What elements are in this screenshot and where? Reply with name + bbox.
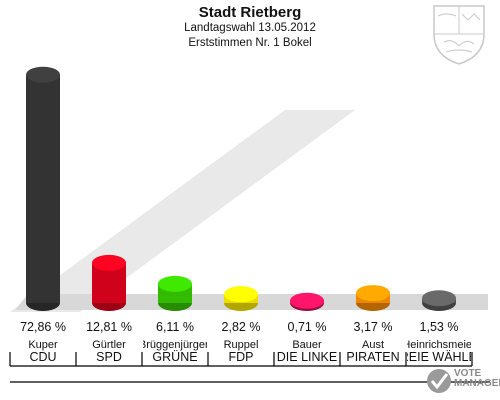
- bar-body: [26, 74, 60, 304]
- chart-subtitle-2: Erststimmen Nr. 1 Bokel: [188, 37, 312, 49]
- candidate-label: Kuper: [28, 339, 58, 351]
- bar-top: [290, 292, 324, 309]
- vote-manager-logo: VOTE MANAGER: [454, 369, 500, 389]
- bar-cdu: [26, 66, 60, 311]
- party-label: PIRATEN: [346, 350, 399, 364]
- party-label: DIE LINKE: [277, 350, 337, 364]
- bar-freie-w-hler: [422, 290, 456, 311]
- value-label: 6,11 %: [156, 320, 194, 334]
- party-label: SPD: [96, 350, 122, 364]
- party-label: CDU: [29, 350, 56, 364]
- bar-top: [92, 254, 126, 271]
- checkmark-ballot-icon: [427, 369, 451, 393]
- bar-fdp: [224, 286, 258, 311]
- chart-title: Stadt Rietberg: [198, 4, 302, 21]
- bar-top: [158, 275, 192, 292]
- bar-top: [224, 286, 258, 303]
- bar-gr-ne: [158, 275, 192, 311]
- bar-top: [26, 66, 60, 83]
- candidate-label: Aust: [362, 339, 384, 351]
- value-label: 3,17 %: [354, 320, 393, 334]
- candidate-label: Ruppel: [224, 339, 259, 351]
- logo-text-line2: MANAGER: [454, 378, 500, 389]
- candidate-label: Heinrichsmeier: [402, 339, 476, 351]
- value-label: 72,86 %: [20, 320, 66, 334]
- candidate-label: Bauer: [292, 339, 322, 351]
- party-label: FREIE WÄHLER: [392, 350, 486, 364]
- value-label: 2,82 %: [222, 320, 261, 334]
- nrw-coat-of-arms-icon: [433, 5, 485, 65]
- chart-subtitle: Landtagswahl 13.05.2012: [184, 22, 316, 34]
- candidate-label: Gürtler: [92, 339, 126, 351]
- party-label: FDP: [229, 350, 254, 364]
- value-label: 1,53 %: [420, 320, 459, 334]
- bar-spd: [92, 254, 126, 311]
- value-label: 12,81 %: [86, 320, 132, 334]
- party-label: GRÜNE: [152, 350, 197, 364]
- logo-text-line1: VOTE: [454, 368, 482, 379]
- bar-die-linke: [290, 292, 324, 311]
- bar-piraten: [356, 285, 390, 311]
- bar-top: [356, 285, 390, 302]
- candidate-label: Brüggenjürgen: [139, 339, 211, 351]
- bar-top: [422, 290, 456, 307]
- value-label: 0,71 %: [288, 320, 327, 334]
